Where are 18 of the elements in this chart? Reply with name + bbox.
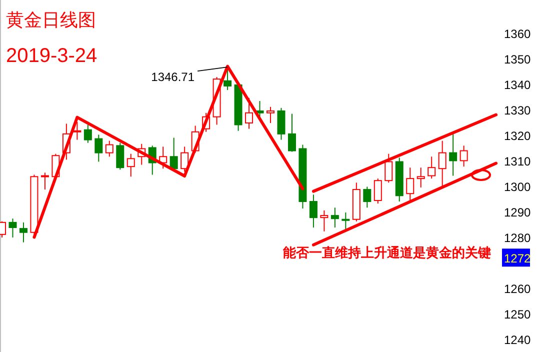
y-tick-label: 1290: [504, 206, 532, 220]
text: 2019-3-24: [6, 45, 98, 67]
y-tick-label: 1250: [504, 308, 532, 322]
y-tick-label: 1240: [504, 333, 532, 348]
y-tick-label: 1280: [504, 231, 532, 246]
y-tick-label: 1320: [504, 129, 532, 144]
y-tick-label: 1360: [504, 27, 532, 42]
annotation: 1346.71: [151, 70, 195, 84]
y-tick-label: 1340: [504, 78, 532, 92]
y-tick-label: 1260: [504, 282, 532, 296]
y-tick-label: 1350: [504, 52, 532, 67]
y-tick-label: 1330: [504, 104, 532, 118]
annotation: 能否一直维持上升通道是黄金的关键: [283, 245, 491, 260]
text: 黄金日线图: [6, 10, 96, 30]
line-series: [32, 64, 304, 239]
y-tick-label: 1300: [504, 180, 532, 194]
y-tick-label: 1310: [504, 154, 532, 169]
y-tick-label: 1272: [504, 252, 532, 266]
